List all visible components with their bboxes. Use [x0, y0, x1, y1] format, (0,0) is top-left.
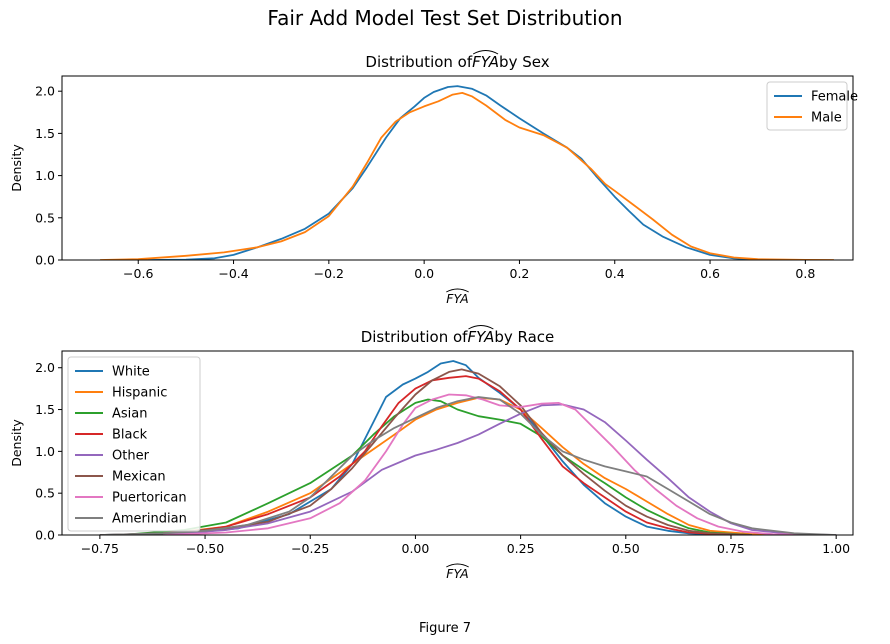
density-curve-other — [120, 403, 837, 535]
x-tick-label: 0.2 — [510, 266, 530, 281]
legend-label-other: Other — [112, 449, 150, 464]
x-tick-label: −0.6 — [123, 266, 153, 281]
x-tick-label: −0.4 — [218, 266, 248, 281]
x-label-hat-accent — [446, 288, 469, 293]
density-curve-hispanic — [120, 396, 795, 535]
race-chart-title: Distribution of FYA by Race — [361, 325, 554, 346]
x-tick-label: 0.00 — [402, 541, 430, 556]
sex-legend: Female Male — [766, 81, 858, 131]
sex-distribution-chart: Distribution of FYA by Sex −0.6 −0.4 −0.2 0.… — [9, 50, 858, 306]
figure-suptitle: Fair Add Model Test Set Distribution — [267, 6, 622, 30]
x-tick-label: 0.25 — [507, 541, 535, 556]
x-label-hat-accent — [446, 563, 469, 568]
x-tick-label: 1.00 — [822, 541, 850, 556]
x-tick-label: 0.8 — [795, 266, 815, 281]
sex-density-curves — [100, 85, 834, 260]
race-legend: White Hispanic Asian Black Other Mexican Puert… — [67, 356, 201, 532]
x-tick-label: 0.4 — [605, 266, 625, 281]
sex-x-axis: −0.6 −0.4 −0.2 0.0 0.2 0.4 0.6 0.8 FYA — [123, 260, 815, 306]
legend-label-male: Male — [811, 111, 842, 126]
race-plot-frame — [61, 350, 854, 536]
y-tick-label: 0.0 — [35, 253, 55, 268]
y-tick-label: 1.5 — [35, 126, 55, 141]
sex-plot-frame — [61, 75, 854, 261]
density-curve-female — [147, 85, 782, 260]
density-curve-mexican — [99, 368, 753, 535]
x-tick-label: −0.50 — [186, 541, 224, 556]
density-curve-male — [100, 92, 834, 260]
x-tick-label: −0.75 — [81, 541, 119, 556]
title-prefix: Distribution of — [365, 53, 472, 71]
figure-caption: Figure 7 — [419, 621, 471, 636]
sex-y-axis: 0.0 0.5 1.0 1.5 2.0 Density — [9, 84, 62, 268]
title-suffix: by Race — [494, 328, 554, 346]
title-prefix: Distribution of — [361, 328, 468, 346]
x-tick-label: −0.2 — [314, 266, 344, 281]
y-tick-label: 2.0 — [35, 84, 55, 99]
race-density-curves — [99, 360, 837, 535]
race-y-axis-label: Density — [9, 419, 24, 467]
legend-label-black: Black — [112, 428, 148, 443]
y-tick-label: 1.0 — [35, 168, 55, 183]
race-distribution-chart: Distribution of FYA by Race−0.75 −0.50 −0.… — [9, 325, 854, 581]
x-tick-label: 0.6 — [700, 266, 720, 281]
race-x-axis-label: FYA — [446, 566, 468, 581]
legend-label-mexican: Mexican — [112, 470, 166, 485]
x-tick-label: 0.50 — [612, 541, 640, 556]
legend-label-hispanic: Hispanic — [112, 386, 167, 401]
sex-chart-title: Distribution of FYA by Sex — [365, 50, 550, 71]
y-tick-label: 1.5 — [35, 402, 55, 417]
y-tick-label: 0.5 — [35, 210, 55, 225]
x-tick-label: −0.25 — [291, 541, 329, 556]
legend-box — [67, 356, 201, 532]
y-tick-label: 0.0 — [35, 528, 55, 543]
legend-label-white: White — [112, 365, 150, 380]
title-hat-accent — [472, 50, 499, 55]
legend-label-asian: Asian — [112, 407, 147, 422]
legend-label-female: Female — [811, 90, 858, 105]
title-symbol: FYA — [467, 328, 494, 346]
density-curve-asian — [120, 398, 753, 535]
title-symbol: FYA — [472, 53, 499, 71]
legend-label-amerindian: Amerindian — [112, 512, 187, 527]
y-tick-label: 0.5 — [35, 486, 55, 501]
y-tick-label: 1.0 — [35, 444, 55, 459]
sex-y-axis-label: Density — [9, 144, 24, 192]
race-y-axis: 0.0 0.5 1.0 1.5 2.0 Density — [9, 360, 62, 543]
y-tick-label: 2.0 — [35, 360, 55, 375]
title-hat-accent — [468, 325, 494, 330]
density-curve-amerindian — [99, 396, 837, 535]
sex-x-axis-label: FYA — [446, 291, 468, 306]
x-tick-label: 0.0 — [414, 266, 434, 281]
legend-label-puertorican: Puertorican — [112, 491, 187, 506]
race-x-axis: −0.75 −0.50 −0.25 0.00 0.25 0.50 0.75 1.00 FYA — [81, 535, 850, 581]
x-tick-label: 0.75 — [717, 541, 745, 556]
title-suffix: by Sex — [499, 53, 550, 71]
